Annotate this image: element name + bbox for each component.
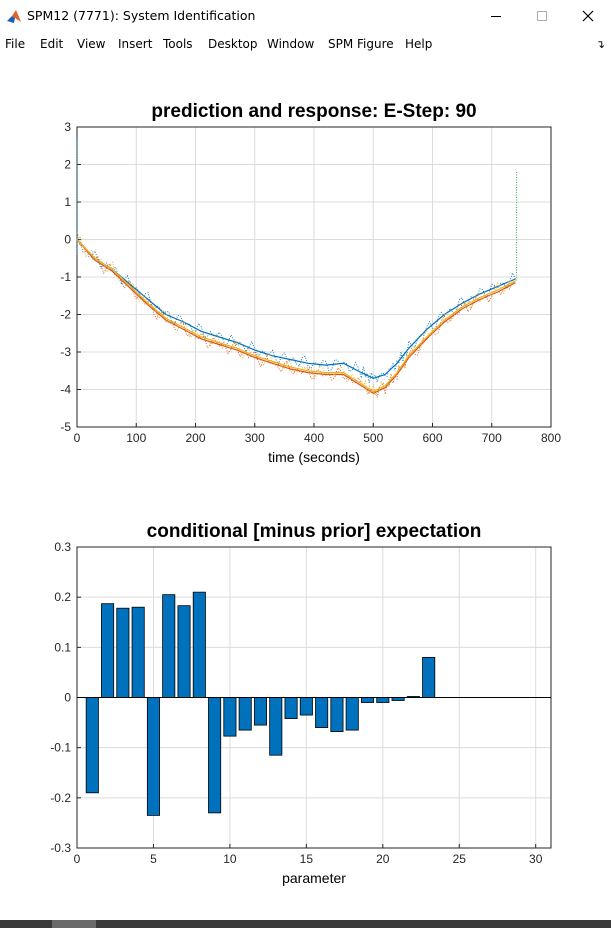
x-tick-label: 500 [363,431,383,445]
taskbar-strip [0,920,611,928]
x-tick-label: 100 [126,431,146,445]
bar-3 [116,607,130,698]
bar-14 [284,697,298,719]
window-titlebar: SPM12 (7771): System Identification [0,0,611,32]
menu-edit[interactable]: Edit [40,37,64,51]
y-tick-label: 0.2 [54,590,71,604]
x-tick-label: 700 [482,431,502,445]
minimize-button[interactable] [473,0,519,32]
bar-11 [238,697,252,731]
close-button[interactable] [565,0,611,32]
bar-15 [299,697,313,716]
y-tick-label: -0.3 [50,841,71,855]
menu-tools[interactable]: Tools [163,37,193,51]
axes-box [76,126,552,428]
x-tick-label: 300 [245,431,265,445]
x-tick-label: 600 [422,431,442,445]
bar-20 [376,697,390,703]
y-tick-label: -1 [60,270,71,284]
x-tick-label: 30 [529,852,543,866]
y-tick-label: 0.3 [54,540,71,554]
menu-view[interactable]: View [77,37,106,51]
bar-8 [192,591,206,698]
y-tick-label: -3 [60,345,71,359]
bar-16 [315,697,329,729]
bar-17 [330,697,344,733]
menu-desktop[interactable]: Desktop [208,37,258,51]
bar-10 [223,697,237,737]
y-tick-label: 3 [64,120,71,134]
menu-spm-figure[interactable]: SPM Figure [328,37,394,51]
menu-bar: File Edit View Insert Tools Desktop Wind… [0,34,611,56]
conditional-expectation-chart: 0 5 10 15 20 25 30 -0.3 -0.2 -0.1 0 0.1 0.2 0.3 condit… [50,521,552,886]
chart-title: prediction and response: E-Step: 90 [151,101,476,122]
y-tick-label: -2 [60,308,71,322]
maximize-icon [537,11,547,21]
bar-4 [131,606,145,698]
y-tick-label: 0 [64,233,71,247]
x-tick-label: 800 [541,431,561,445]
y-tick-label: 1 [64,195,71,209]
x-tick-label: 20 [376,852,390,866]
series-prediction-line [76,239,516,379]
bar-12 [253,697,267,726]
y-tick-label: 2 [64,158,71,172]
x-tick-label: 0 [74,431,81,445]
x-tick-label: 400 [304,431,324,445]
x-axis-label: parameter [282,870,346,886]
y-tick-label: 0.1 [54,640,71,654]
taskbar-item[interactable] [52,920,96,928]
series-response-dots [76,235,516,396]
dock-arrow-icon[interactable]: ↴ [595,39,605,51]
menu-file[interactable]: File [5,37,26,51]
window-title: SPM12 (7771): System Identification [27,8,256,23]
series-response-dots [76,232,516,398]
y-tick-label: -0.2 [50,791,71,805]
bar-7 [177,605,191,698]
maximize-button[interactable] [519,0,565,32]
bar-19 [360,697,375,703]
prediction-response-chart: 0 100 200 300 400 500 600 700 800 -5 -4 -3 -2 -1 0 1 2 3 p… [60,101,561,465]
bar-9 [208,697,222,814]
bar-5 [146,697,160,816]
x-tick-label: 15 [300,852,314,866]
y-tick-label: 0 [64,691,71,705]
menu-help[interactable]: Help [405,37,433,51]
menu-insert[interactable]: Insert [118,37,153,51]
bar-13 [269,697,283,756]
figure-canvas: 0 100 200 300 400 500 600 700 800 -5 -4 -3 -2 -1 0 1 2 3 p… [0,57,611,920]
minimize-icon [491,16,501,17]
x-tick-label: 25 [453,852,467,866]
series-prediction-line [76,239,516,393]
x-tick-label: 10 [223,852,237,866]
bar-1 [85,697,99,794]
bar-18 [345,697,359,731]
bar-23 [422,656,436,698]
y-tick-label: -5 [60,420,71,434]
chart-title: conditional [minus prior] expectation [147,521,482,542]
menu-window[interactable]: Window [267,37,315,51]
close-icon [582,10,594,22]
matlab-app-icon[interactable] [6,9,22,25]
bar-2 [101,603,115,698]
bar-6 [162,594,176,698]
y-tick-label: -0.1 [50,741,71,755]
x-axis-label: time (seconds) [268,449,360,465]
x-tick-label: 5 [150,852,157,866]
x-tick-label: 200 [185,431,205,445]
y-tick-label: -4 [60,383,71,397]
x-tick-label: 0 [74,852,81,866]
